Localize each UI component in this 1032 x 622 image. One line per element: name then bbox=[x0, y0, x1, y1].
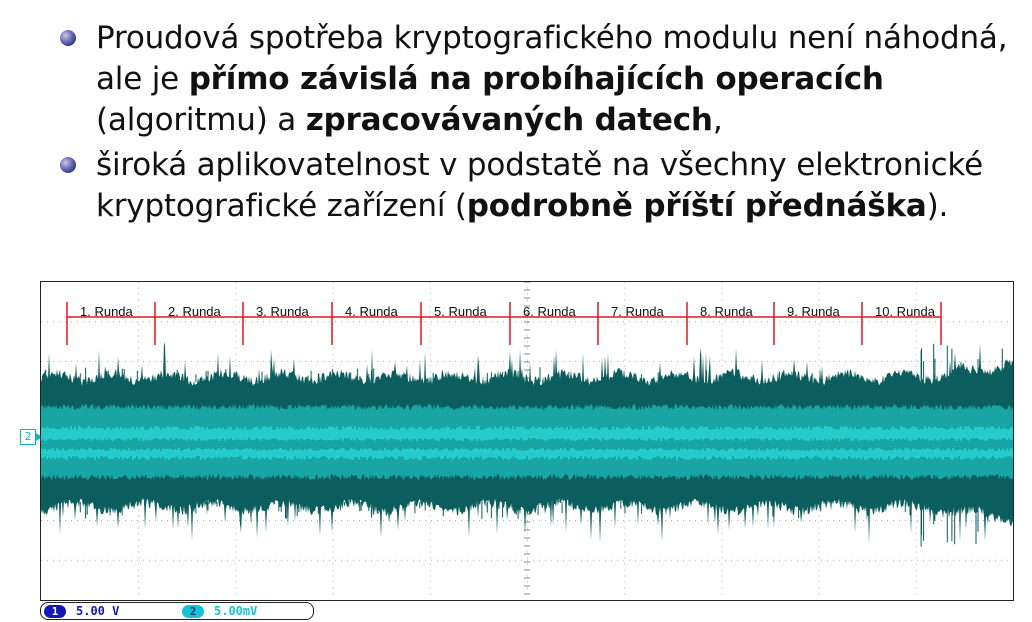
round-label-4: 4. Runda bbox=[345, 304, 399, 319]
channel-1-badge: 1 bbox=[44, 605, 66, 618]
round-label-7: 7. Runda bbox=[611, 304, 665, 319]
round-label-1: 1. Runda bbox=[80, 304, 134, 319]
bullet-item-2: široká aplikovatelnost v podstatě na vše… bbox=[56, 145, 1016, 227]
channel-2-marker: 2 bbox=[20, 429, 42, 445]
round-label-9: 9. Runda bbox=[787, 304, 841, 319]
channel-1-scale: 5.00 V bbox=[76, 604, 120, 618]
trace-spikes bbox=[42, 343, 1004, 547]
bullet-text: široká aplikovatelnost v podstatě na vše… bbox=[96, 147, 983, 224]
bullet-text: Proudová spotřeba kryptografického modul… bbox=[96, 20, 1008, 138]
round-label-10: 10. Runda bbox=[875, 304, 936, 319]
channel-status-bar: 1 5.00 V 2 5.00mV bbox=[40, 602, 314, 620]
channel-2-badge: 2 bbox=[182, 605, 204, 618]
round-label-6: 6. Runda bbox=[523, 304, 577, 319]
trace-bright-bands bbox=[41, 426, 1013, 460]
bullet-list: Proudová spotřeba kryptografického modul… bbox=[56, 18, 1016, 227]
round-label-5: 5. Runda bbox=[434, 304, 488, 319]
channel-1-status: 1 5.00 V bbox=[44, 604, 119, 618]
oscilloscope-screen: 1. Runda 2. Runda 3. Runda 4. Runda 5. Runda… bbox=[40, 281, 1014, 601]
bullet-ball-icon bbox=[60, 30, 76, 46]
round-label-8: 8. Runda bbox=[700, 304, 754, 319]
bullet-ball-icon bbox=[60, 157, 76, 173]
channel-2-scale: 5.00mV bbox=[214, 604, 258, 618]
trace-body bbox=[41, 404, 1013, 480]
round-label-2: 2. Runda bbox=[168, 304, 222, 319]
power-trace-plot: 1. Runda 2. Runda 3. Runda 4. Runda 5. Runda… bbox=[41, 282, 1013, 595]
channel-2-status: 2 5.00mV bbox=[182, 604, 257, 618]
bullet-item-1: Proudová spotřeba kryptografického modul… bbox=[56, 18, 1016, 141]
round-label-3: 3. Runda bbox=[256, 304, 310, 319]
